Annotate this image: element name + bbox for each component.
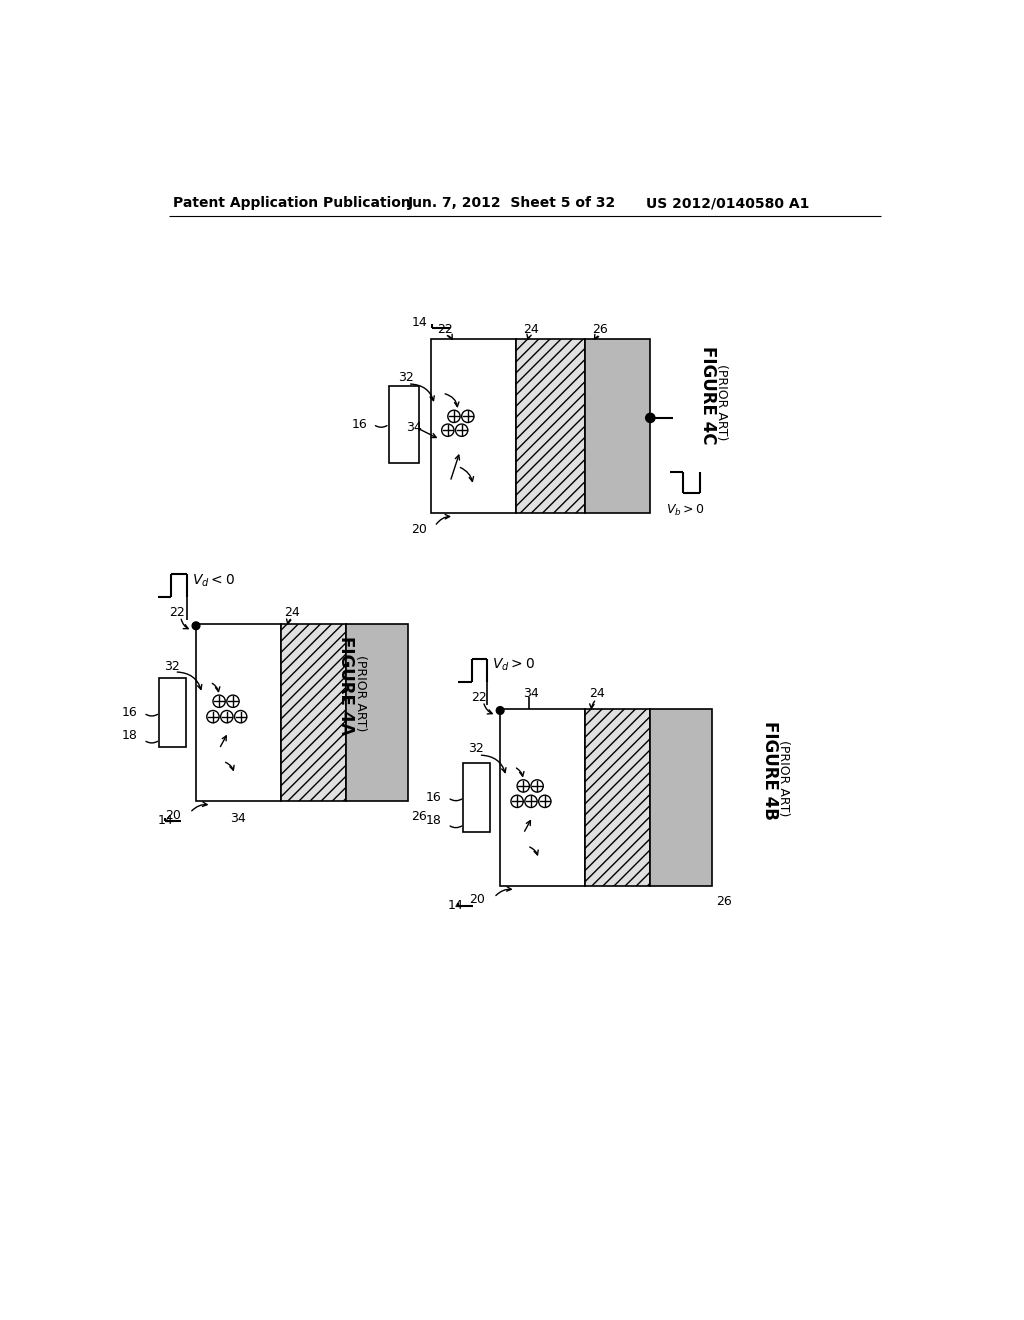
Text: FIGURE 4B: FIGURE 4B	[761, 721, 778, 820]
Text: 26: 26	[593, 323, 608, 335]
Text: 20: 20	[469, 894, 484, 907]
Text: 14: 14	[412, 315, 427, 329]
Text: FIGURE 4A: FIGURE 4A	[337, 636, 355, 735]
Text: 20: 20	[411, 523, 427, 536]
Text: FIGURE 4C: FIGURE 4C	[699, 346, 717, 444]
Text: 16: 16	[122, 706, 137, 719]
Text: 32: 32	[398, 371, 415, 384]
Text: 24: 24	[285, 606, 300, 619]
Circle shape	[646, 413, 655, 422]
Bar	[346, 624, 408, 801]
Text: 16: 16	[426, 791, 441, 804]
Text: 24: 24	[523, 323, 539, 335]
Bar	[650, 709, 712, 886]
Text: 22: 22	[437, 323, 453, 335]
Text: $V_d < 0$: $V_d < 0$	[193, 572, 236, 589]
Text: 14: 14	[447, 899, 464, 912]
Bar	[500, 709, 585, 886]
Text: 16: 16	[351, 417, 367, 430]
Text: 22: 22	[169, 606, 184, 619]
Bar	[159, 678, 186, 747]
Text: (PRIOR ART): (PRIOR ART)	[353, 655, 367, 731]
Text: 14: 14	[158, 814, 173, 828]
Text: $V_b > 0$: $V_b > 0$	[666, 503, 705, 517]
Text: Patent Application Publication: Patent Application Publication	[173, 197, 411, 210]
Circle shape	[497, 706, 504, 714]
Text: Jun. 7, 2012  Sheet 5 of 32: Jun. 7, 2012 Sheet 5 of 32	[408, 197, 616, 210]
Text: 26: 26	[412, 810, 427, 824]
Text: 18: 18	[122, 730, 137, 742]
Text: 20: 20	[165, 809, 180, 822]
Bar	[281, 624, 346, 801]
Text: 26: 26	[716, 895, 731, 908]
Circle shape	[193, 622, 200, 630]
Text: 34: 34	[523, 686, 539, 700]
Text: 32: 32	[164, 660, 179, 673]
Bar	[388, 385, 419, 462]
Bar	[585, 709, 650, 886]
Text: US 2012/0140580 A1: US 2012/0140580 A1	[646, 197, 810, 210]
Bar	[515, 339, 585, 512]
Text: 34: 34	[407, 421, 422, 434]
Bar	[431, 339, 515, 512]
Text: (PRIOR ART): (PRIOR ART)	[777, 741, 791, 817]
Bar	[585, 339, 650, 512]
Text: $V_d > 0$: $V_d > 0$	[493, 657, 536, 673]
Text: 24: 24	[589, 686, 604, 700]
Bar	[196, 624, 281, 801]
Text: 22: 22	[471, 690, 486, 704]
Text: 18: 18	[426, 814, 441, 828]
Text: (PRIOR ART): (PRIOR ART)	[716, 364, 728, 441]
Bar	[463, 763, 490, 832]
Text: 32: 32	[468, 742, 483, 755]
Text: 34: 34	[230, 812, 246, 825]
